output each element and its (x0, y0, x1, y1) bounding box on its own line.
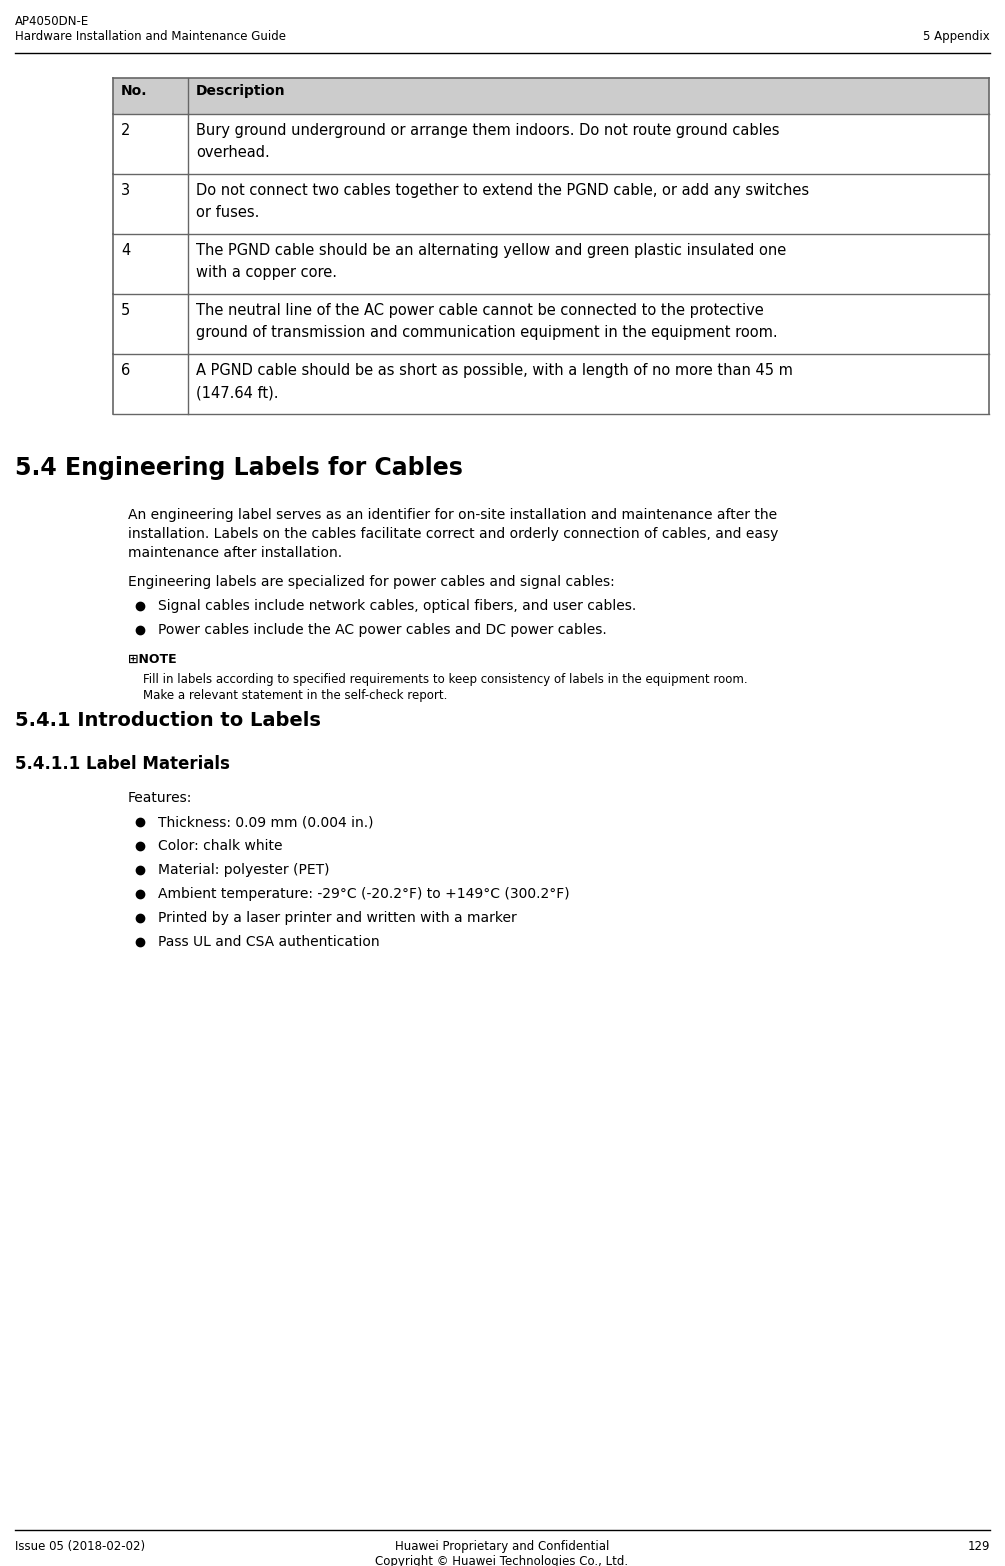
Text: A PGND cable should be as short as possible, with a length of no more than 45 m: A PGND cable should be as short as possi… (196, 363, 793, 377)
Text: Features:: Features: (128, 791, 192, 805)
Text: Ambient temperature: -29°C (-20.2°F) to +149°C (300.2°F): Ambient temperature: -29°C (-20.2°F) to … (158, 886, 570, 900)
Text: Color: chalk white: Color: chalk white (158, 839, 282, 853)
Text: Pass UL and CSA authentication: Pass UL and CSA authentication (158, 935, 380, 949)
Bar (113, 114, 989, 174)
Text: Fill in labels according to specified requirements to keep consistency of labels: Fill in labels according to specified re… (143, 673, 748, 686)
Text: ⊞NOTE: ⊞NOTE (128, 653, 177, 666)
Text: No.: No. (121, 85, 148, 99)
Text: Signal cables include network cables, optical fibers, and user cables.: Signal cables include network cables, op… (158, 600, 636, 612)
Text: overhead.: overhead. (196, 146, 269, 160)
Text: Bury ground underground or arrange them indoors. Do not route ground cables: Bury ground underground or arrange them … (196, 124, 780, 138)
Text: installation. Labels on the cables facilitate correct and orderly connection of : installation. Labels on the cables facil… (128, 528, 779, 540)
Text: Huawei Proprietary and Confidential: Huawei Proprietary and Confidential (395, 1539, 609, 1553)
Text: or fuses.: or fuses. (196, 205, 259, 219)
Text: (147.64 ft).: (147.64 ft). (196, 385, 278, 399)
Bar (113, 78, 989, 114)
Text: Issue 05 (2018-02-02): Issue 05 (2018-02-02) (15, 1539, 145, 1553)
Text: Engineering labels are specialized for power cables and signal cables:: Engineering labels are specialized for p… (128, 575, 615, 589)
Text: 3: 3 (121, 183, 130, 197)
Text: with a copper core.: with a copper core. (196, 265, 337, 280)
Text: The neutral line of the AC power cable cannot be connected to the protective: The neutral line of the AC power cable c… (196, 302, 764, 318)
Text: Printed by a laser printer and written with a marker: Printed by a laser printer and written w… (158, 911, 517, 926)
Text: Hardware Installation and Maintenance Guide: Hardware Installation and Maintenance Gu… (15, 30, 286, 42)
Text: 5.4.1 Introduction to Labels: 5.4.1 Introduction to Labels (15, 711, 321, 730)
Bar (113, 233, 989, 294)
Text: Thickness: 0.09 mm (0.004 in.): Thickness: 0.09 mm (0.004 in.) (158, 814, 374, 828)
Text: Power cables include the AC power cables and DC power cables.: Power cables include the AC power cables… (158, 623, 607, 637)
Text: Make a relevant statement in the self-check report.: Make a relevant statement in the self-ch… (143, 689, 447, 702)
Text: AP4050DN-E: AP4050DN-E (15, 16, 89, 28)
Text: ground of transmission and communication equipment in the equipment room.: ground of transmission and communication… (196, 326, 778, 340)
Text: 5.4.1.1 Label Materials: 5.4.1.1 Label Materials (15, 755, 230, 774)
Text: maintenance after installation.: maintenance after installation. (128, 547, 342, 561)
Text: 2: 2 (121, 124, 131, 138)
Bar (113, 354, 989, 413)
Text: 5 Appendix: 5 Appendix (924, 30, 990, 42)
Text: 4: 4 (121, 243, 131, 258)
Text: The PGND cable should be an alternating yellow and green plastic insulated one: The PGND cable should be an alternating … (196, 243, 786, 258)
Bar (113, 174, 989, 233)
Text: 6: 6 (121, 363, 131, 377)
Text: An engineering label serves as an identifier for on-site installation and mainte: An engineering label serves as an identi… (128, 507, 777, 521)
Text: Copyright © Huawei Technologies Co., Ltd.: Copyright © Huawei Technologies Co., Ltd… (376, 1555, 628, 1566)
Bar (113, 294, 989, 354)
Text: Description: Description (196, 85, 285, 99)
Text: Do not connect two cables together to extend the PGND cable, or add any switches: Do not connect two cables together to ex… (196, 183, 809, 197)
Text: Material: polyester (PET): Material: polyester (PET) (158, 863, 330, 877)
Text: 129: 129 (968, 1539, 990, 1553)
Text: 5.4 Engineering Labels for Cables: 5.4 Engineering Labels for Cables (15, 456, 463, 481)
Text: 5: 5 (121, 302, 131, 318)
